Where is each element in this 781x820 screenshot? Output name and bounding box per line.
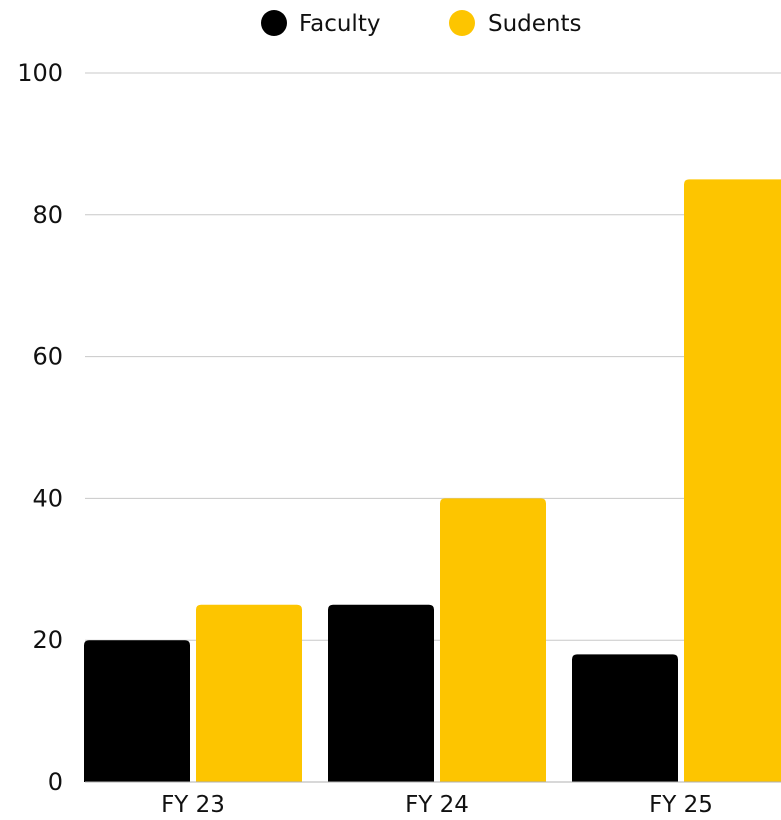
- legend-swatch: [449, 10, 475, 36]
- legend-swatch: [261, 10, 287, 36]
- y-tick-label: 80: [32, 201, 63, 229]
- y-tick-label: 0: [48, 768, 63, 796]
- bar-faculty-fy-24: [328, 604, 434, 782]
- y-axis: 0 20 40 60 80 100: [17, 59, 63, 796]
- bar-faculty-fy-25: [572, 654, 678, 782]
- x-tick-label: FY 23: [161, 792, 225, 818]
- bar-faculty-fy-23: [84, 640, 190, 782]
- bars: [84, 179, 781, 782]
- legend-label: Faculty: [299, 11, 380, 37]
- x-tick-label: FY 24: [405, 792, 469, 818]
- y-tick-label: 100: [17, 59, 63, 87]
- legend-item-sudents: Sudents: [449, 10, 582, 37]
- legend-item-faculty: Faculty: [261, 10, 380, 37]
- bar-sudents-fy-24: [440, 498, 546, 782]
- bar-sudents-fy-25: [684, 179, 781, 782]
- y-tick-label: 60: [32, 343, 63, 371]
- bar-sudents-fy-23: [196, 604, 302, 782]
- y-tick-label: 20: [32, 626, 63, 654]
- x-tick-label: FY 25: [649, 792, 713, 818]
- y-tick-label: 40: [32, 484, 63, 512]
- grid: [85, 72, 781, 641]
- legend: Faculty Sudents: [261, 10, 582, 37]
- legend-label: Sudents: [488, 11, 582, 37]
- x-axis: FY 23 FY 24 FY 25: [85, 781, 781, 818]
